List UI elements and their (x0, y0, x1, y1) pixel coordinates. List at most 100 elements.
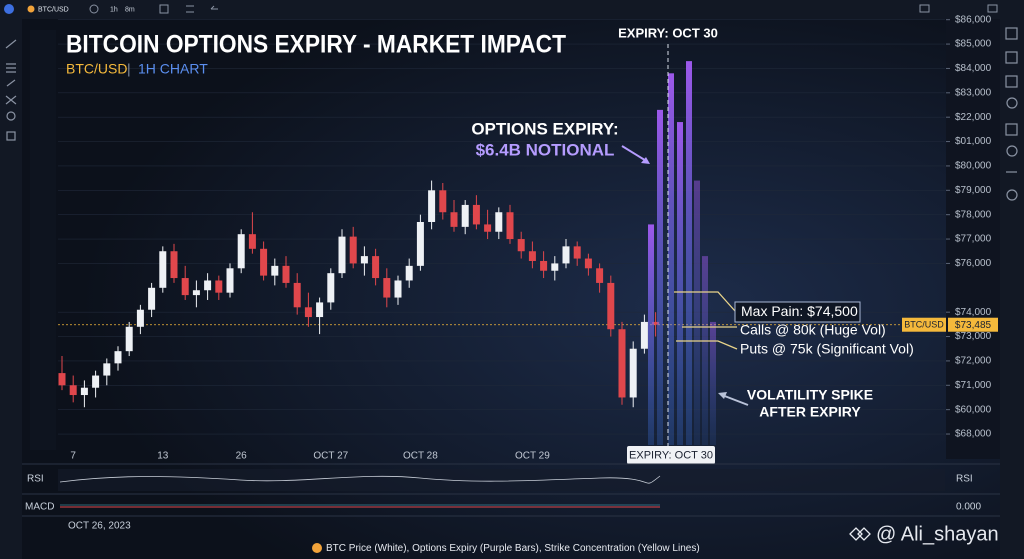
price-tag-symbol: BTC/USD (904, 320, 944, 330)
expiry-tag-label: EXPIRY: OCT 30 (629, 449, 713, 461)
candle-body (316, 302, 324, 318)
candle-body (58, 373, 66, 386)
rsi-panel (58, 469, 945, 491)
notional-label: $6.4B NOTIONAL (476, 140, 615, 159)
candle-body (103, 363, 111, 376)
symbol[interactable]: BTC/USD (38, 6, 69, 13)
expiry-bar (702, 256, 708, 445)
candle-body (495, 212, 503, 232)
candle-body (293, 282, 301, 308)
candle-body (159, 251, 167, 288)
candle-body (360, 256, 368, 264)
calls-label: Calls @ 80k (Huge Vol) (740, 322, 886, 338)
expiry-label: EXPIRY: OCT 30 (618, 25, 718, 40)
candle-body (383, 278, 391, 298)
watermark: @ Ali_shayan (876, 523, 999, 545)
candle-body (181, 278, 189, 296)
y-tick-label: $01,000 (955, 136, 992, 147)
candle-body (92, 375, 100, 388)
plot (58, 19, 946, 446)
candle-body (540, 260, 548, 271)
expiry-bar (694, 180, 700, 445)
expiry-bar (668, 73, 674, 446)
expiry-tag (627, 446, 715, 464)
candle-body (349, 236, 357, 264)
candle-body (428, 190, 436, 222)
volatility-label: VOLATILITY SPIKE (747, 387, 873, 403)
candle-body (304, 307, 312, 318)
candle-body (215, 280, 223, 293)
subtitle-separator: | (127, 61, 131, 77)
top-bar (0, 0, 1024, 19)
watermark-icon (849, 527, 871, 541)
candle-body (584, 258, 592, 269)
arrow (621, 145, 649, 163)
candle-body (607, 282, 615, 330)
candle-body (652, 321, 660, 325)
candle-body (125, 326, 133, 352)
x-tick-label: OCT 28 (403, 451, 438, 462)
candle-body (394, 280, 402, 298)
arrow (721, 394, 749, 406)
price-tag-value: $73,485 (955, 320, 992, 331)
macd-label: MACD (25, 502, 54, 513)
x-tick-label: 13 (157, 451, 169, 462)
price-axis (946, 19, 1000, 459)
y-tick-label: $78,000 (955, 209, 992, 220)
macd-axis-label: 0.000 (956, 502, 981, 513)
legend-icon (312, 543, 322, 553)
expiry-bar (657, 109, 663, 445)
candle-body (596, 268, 604, 283)
candle-body (472, 204, 480, 225)
price-tag (948, 317, 998, 332)
x-tick-label: 7 (70, 451, 76, 462)
candle-body (484, 224, 492, 232)
subtitle-symbol: BTC/USD (66, 61, 127, 77)
y-tick-label: $84,000 (955, 63, 992, 74)
candle-body (192, 290, 200, 296)
max-pain-label: Max Pain: $74,500 (741, 303, 858, 319)
arrow-head (641, 157, 650, 164)
y-tick-label: $85,000 (955, 39, 992, 50)
candle-body (551, 263, 559, 271)
right-icons (1005, 27, 1018, 201)
logo (4, 4, 14, 14)
y-tick-label: $68,000 (955, 429, 992, 440)
interval[interactable]: 1h (110, 6, 118, 13)
price-tag (902, 317, 946, 332)
candle-body (528, 251, 536, 261)
candle-body (562, 246, 570, 264)
y-tick-label: $80,000 (955, 161, 992, 172)
candle-body (69, 385, 77, 396)
y-tick-label: $77,000 (955, 234, 992, 245)
expiry-bar (710, 321, 716, 445)
candle-body (80, 387, 88, 396)
candle-body (450, 212, 458, 227)
candle-body (439, 190, 447, 213)
y-tick-label: $83,000 (955, 87, 992, 98)
options-expiry-label: OPTIONS EXPIRY: (471, 119, 618, 138)
candle-body (114, 351, 122, 364)
y-tick-label: $79,000 (955, 185, 992, 196)
y-tick-label: $22,000 (955, 112, 992, 123)
range[interactable]: 8m (125, 6, 135, 13)
y-tick-label: $74,000 (955, 307, 992, 318)
legend: BTC Price (White), Options Expiry (Purpl… (326, 543, 700, 554)
volatility-label: AFTER EXPIRY (759, 404, 861, 420)
x-tick-label: 26 (236, 451, 248, 462)
x-tick-label: OCT 27 (313, 451, 348, 462)
y-tick-label: $76,000 (955, 258, 992, 269)
y-tick-label: $60,000 (955, 404, 992, 415)
candle-body (517, 239, 525, 252)
top-icons (89, 4, 998, 14)
left-toolbar (0, 19, 22, 559)
expiry-bar (648, 224, 654, 445)
candle-body (573, 246, 581, 259)
date-label: OCT 26, 2023 (68, 521, 131, 532)
candle-body (416, 221, 424, 266)
order-book (30, 30, 56, 450)
candle-body (618, 329, 626, 398)
candle-body (372, 256, 380, 279)
y-tick-label: $72,000 (955, 356, 992, 367)
